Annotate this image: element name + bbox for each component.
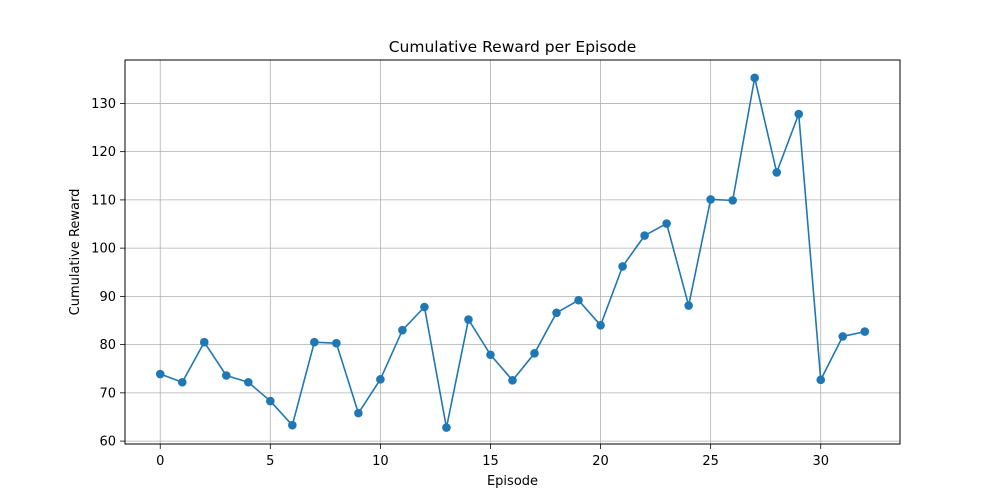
data-point bbox=[838, 332, 847, 341]
y-tick-label: 110 bbox=[91, 193, 116, 208]
x-tick-label: 5 bbox=[266, 454, 274, 469]
data-point bbox=[156, 370, 165, 379]
data-point bbox=[222, 371, 231, 380]
data-point bbox=[662, 219, 671, 228]
data-point bbox=[420, 303, 429, 312]
series-layer bbox=[156, 74, 869, 432]
data-point bbox=[772, 168, 781, 177]
data-point bbox=[596, 321, 605, 330]
data-point bbox=[574, 296, 583, 305]
chart-title: Cumulative Reward per Episode bbox=[389, 38, 637, 56]
data-point bbox=[706, 195, 715, 204]
ticks: 0 5 10 15 20 25 30 60 70 80 90 100 110 120 130 bbox=[91, 97, 829, 469]
data-point bbox=[464, 315, 473, 324]
data-point bbox=[354, 409, 363, 418]
x-tick-label: 10 bbox=[372, 454, 389, 469]
data-point bbox=[442, 423, 451, 432]
y-tick-label: 80 bbox=[99, 338, 116, 353]
x-tick-label: 0 bbox=[156, 454, 164, 469]
plot-frame bbox=[125, 60, 900, 444]
data-point bbox=[376, 375, 385, 384]
data-point bbox=[640, 231, 649, 240]
y-tick-label: 130 bbox=[91, 97, 116, 112]
data-point bbox=[508, 376, 517, 385]
x-tick-label: 25 bbox=[702, 454, 719, 469]
y-tick-label: 100 bbox=[91, 242, 116, 257]
data-point bbox=[178, 378, 187, 387]
data-point bbox=[860, 327, 869, 336]
data-point bbox=[816, 376, 825, 385]
y-tick-label: 120 bbox=[91, 145, 116, 160]
series-line bbox=[160, 78, 865, 428]
data-point bbox=[398, 326, 407, 335]
x-tick-label: 20 bbox=[592, 454, 609, 469]
data-point bbox=[486, 350, 495, 359]
x-tick-label: 15 bbox=[482, 454, 499, 469]
data-point bbox=[728, 196, 737, 205]
data-point bbox=[244, 378, 253, 387]
data-point bbox=[684, 301, 693, 310]
x-axis-label: Episode bbox=[487, 474, 538, 489]
y-axis-label: Cumulative Reward bbox=[68, 189, 83, 316]
y-tick-label: 60 bbox=[99, 435, 116, 450]
y-tick-label: 90 bbox=[99, 290, 116, 305]
data-point bbox=[618, 262, 627, 271]
data-point bbox=[310, 338, 319, 347]
data-point bbox=[332, 339, 341, 348]
x-tick-label: 30 bbox=[812, 454, 829, 469]
y-tick-label: 70 bbox=[99, 386, 116, 401]
data-point bbox=[750, 74, 759, 83]
data-point bbox=[200, 338, 209, 347]
data-point bbox=[530, 349, 539, 358]
data-point bbox=[266, 397, 275, 406]
grid bbox=[125, 60, 900, 444]
data-point bbox=[794, 110, 803, 119]
data-point bbox=[288, 421, 297, 430]
data-point bbox=[552, 308, 561, 317]
